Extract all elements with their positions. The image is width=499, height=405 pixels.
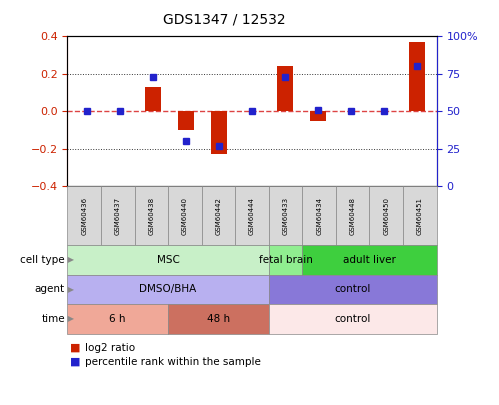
Bar	[310, 111, 326, 121]
Text: GSM60451: GSM60451	[417, 197, 423, 234]
Text: time: time	[41, 314, 65, 324]
Text: 6 h: 6 h	[109, 314, 126, 324]
Text: cell type: cell type	[20, 255, 65, 265]
Text: GSM60448: GSM60448	[350, 197, 356, 234]
Text: GSM60450: GSM60450	[383, 197, 389, 234]
Bar	[145, 87, 161, 111]
Text: GSM60440: GSM60440	[182, 197, 188, 234]
Text: percentile rank within the sample: percentile rank within the sample	[85, 357, 260, 367]
Text: control: control	[334, 284, 371, 294]
Text: ▶: ▶	[65, 314, 74, 324]
Text: GDS1347 / 12532: GDS1347 / 12532	[163, 12, 286, 26]
Text: GSM60434: GSM60434	[316, 197, 322, 234]
Text: GSM60442: GSM60442	[216, 197, 222, 234]
Text: adult liver: adult liver	[343, 255, 396, 265]
Bar	[178, 111, 194, 130]
Text: ■: ■	[70, 343, 80, 353]
Text: DMSO/BHA: DMSO/BHA	[139, 284, 197, 294]
Text: 48 h: 48 h	[207, 314, 230, 324]
Bar	[277, 66, 293, 111]
Text: ■: ■	[70, 357, 80, 367]
Text: control: control	[334, 314, 371, 324]
Bar	[211, 111, 227, 154]
Text: fetal brain: fetal brain	[258, 255, 312, 265]
Text: GSM60433: GSM60433	[282, 196, 288, 235]
Text: ▶: ▶	[65, 285, 74, 294]
Text: log2 ratio: log2 ratio	[85, 343, 135, 353]
Text: MSC: MSC	[157, 255, 180, 265]
Text: GSM60436: GSM60436	[81, 196, 87, 235]
Text: GSM60438: GSM60438	[148, 196, 154, 235]
Text: ▶: ▶	[65, 255, 74, 264]
Text: agent: agent	[35, 284, 65, 294]
Text: GSM60444: GSM60444	[249, 197, 255, 234]
Bar	[409, 42, 425, 111]
Text: GSM60437: GSM60437	[115, 196, 121, 235]
